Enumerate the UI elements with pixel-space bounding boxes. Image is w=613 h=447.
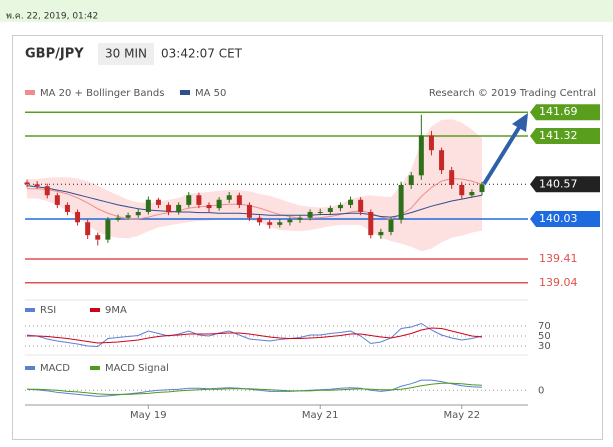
level-label-box (530, 128, 600, 145)
candle-body (267, 222, 273, 225)
candle-body (105, 219, 111, 240)
candle-body (368, 211, 374, 236)
macd-line (26, 379, 483, 397)
candle-body (307, 211, 313, 218)
candle-body (85, 222, 91, 236)
y-tick-label: 30 (538, 341, 551, 352)
candle-body (236, 195, 242, 205)
candle-body (226, 195, 232, 200)
legend-label: 9MA (105, 305, 127, 316)
candle-body (388, 219, 394, 232)
y-tick-label: 0 (538, 385, 544, 396)
symbol: GBP/JPY (25, 47, 84, 62)
panel-frame (12, 35, 603, 440)
candle-body (257, 217, 263, 223)
candle-body (327, 208, 333, 212)
legend-swatch (25, 366, 35, 370)
candle-body (408, 175, 414, 185)
level-label-box (530, 104, 600, 121)
level-label: 141.32 (539, 129, 578, 142)
candle-body (44, 186, 50, 196)
legend-label: MA 20 + Bollinger Bands (40, 88, 164, 99)
legend-label: MACD (40, 363, 70, 374)
candle-body (145, 199, 151, 212)
candle-body (469, 192, 475, 196)
candle-body (459, 184, 465, 196)
candle-body (449, 170, 455, 185)
candle-body (479, 184, 485, 193)
level-label-box (530, 176, 600, 193)
bollinger-band (27, 119, 482, 252)
legend-label: MA 50 (195, 88, 226, 99)
arrow (482, 113, 528, 186)
datetime: พ.ค. 22, 2019, 01:42 (6, 12, 98, 22)
candle-body (24, 182, 30, 185)
macd-line (27, 382, 483, 395)
candle-body (186, 195, 192, 205)
candle-body (155, 199, 161, 205)
candle-body (64, 204, 70, 212)
arrow-shaft (482, 124, 522, 186)
candle-body (358, 199, 364, 212)
level-label: 139.04 (539, 276, 578, 289)
credit: Research © 2019 Trading Central (429, 88, 596, 99)
level-label: 140.57 (539, 177, 578, 190)
candle-body (54, 195, 60, 205)
candle-body (428, 135, 434, 151)
legend-label: RSI (40, 305, 56, 316)
candle-body (95, 235, 101, 240)
candle-body (246, 204, 252, 218)
ma-line (27, 178, 483, 220)
legend-swatch (25, 308, 35, 312)
candle-body (176, 204, 182, 212)
top-bar (0, 0, 613, 22)
candle-body (125, 215, 131, 218)
timeframe: 30 MIN (105, 47, 147, 61)
candle-body (196, 195, 202, 205)
candle-body (439, 150, 445, 171)
x-tick-label: May 22 (443, 410, 480, 421)
legend-swatch (90, 308, 100, 312)
x-tick-label: May 19 (130, 410, 167, 421)
legend-swatch (180, 90, 190, 95)
candle-body (166, 204, 172, 212)
candle-body (398, 184, 404, 220)
candle-body (337, 204, 343, 209)
candle-body (378, 231, 384, 236)
level-label: 140.03 (539, 212, 578, 225)
x-tick-label: May 21 (302, 410, 339, 421)
legend-label: MACD Signal (105, 363, 169, 374)
legend-swatch (25, 90, 35, 95)
y-tick-label: 70 (538, 321, 551, 332)
candle-body (135, 211, 141, 216)
timeframe-box (98, 43, 154, 65)
candle-body (216, 199, 222, 209)
time: 03:42:07 CET (161, 47, 243, 61)
y-tick-label: 50 (538, 331, 551, 342)
candle-body (348, 199, 354, 205)
candle-body (277, 222, 283, 225)
level-label-box (530, 211, 600, 228)
candle-body (317, 211, 323, 213)
ma-line (26, 185, 483, 218)
arrow-head (512, 113, 528, 132)
legend-swatch (90, 366, 100, 370)
rsi-line (27, 327, 483, 344)
candle-body (115, 217, 121, 220)
level-label: 139.41 (539, 252, 578, 265)
candle-body (75, 211, 81, 223)
candle-body (287, 219, 293, 223)
candle-body (34, 184, 40, 187)
candle-body (418, 135, 424, 176)
candle-body (297, 217, 303, 220)
level-label: 141.69 (539, 105, 578, 118)
candle-body (206, 204, 212, 209)
